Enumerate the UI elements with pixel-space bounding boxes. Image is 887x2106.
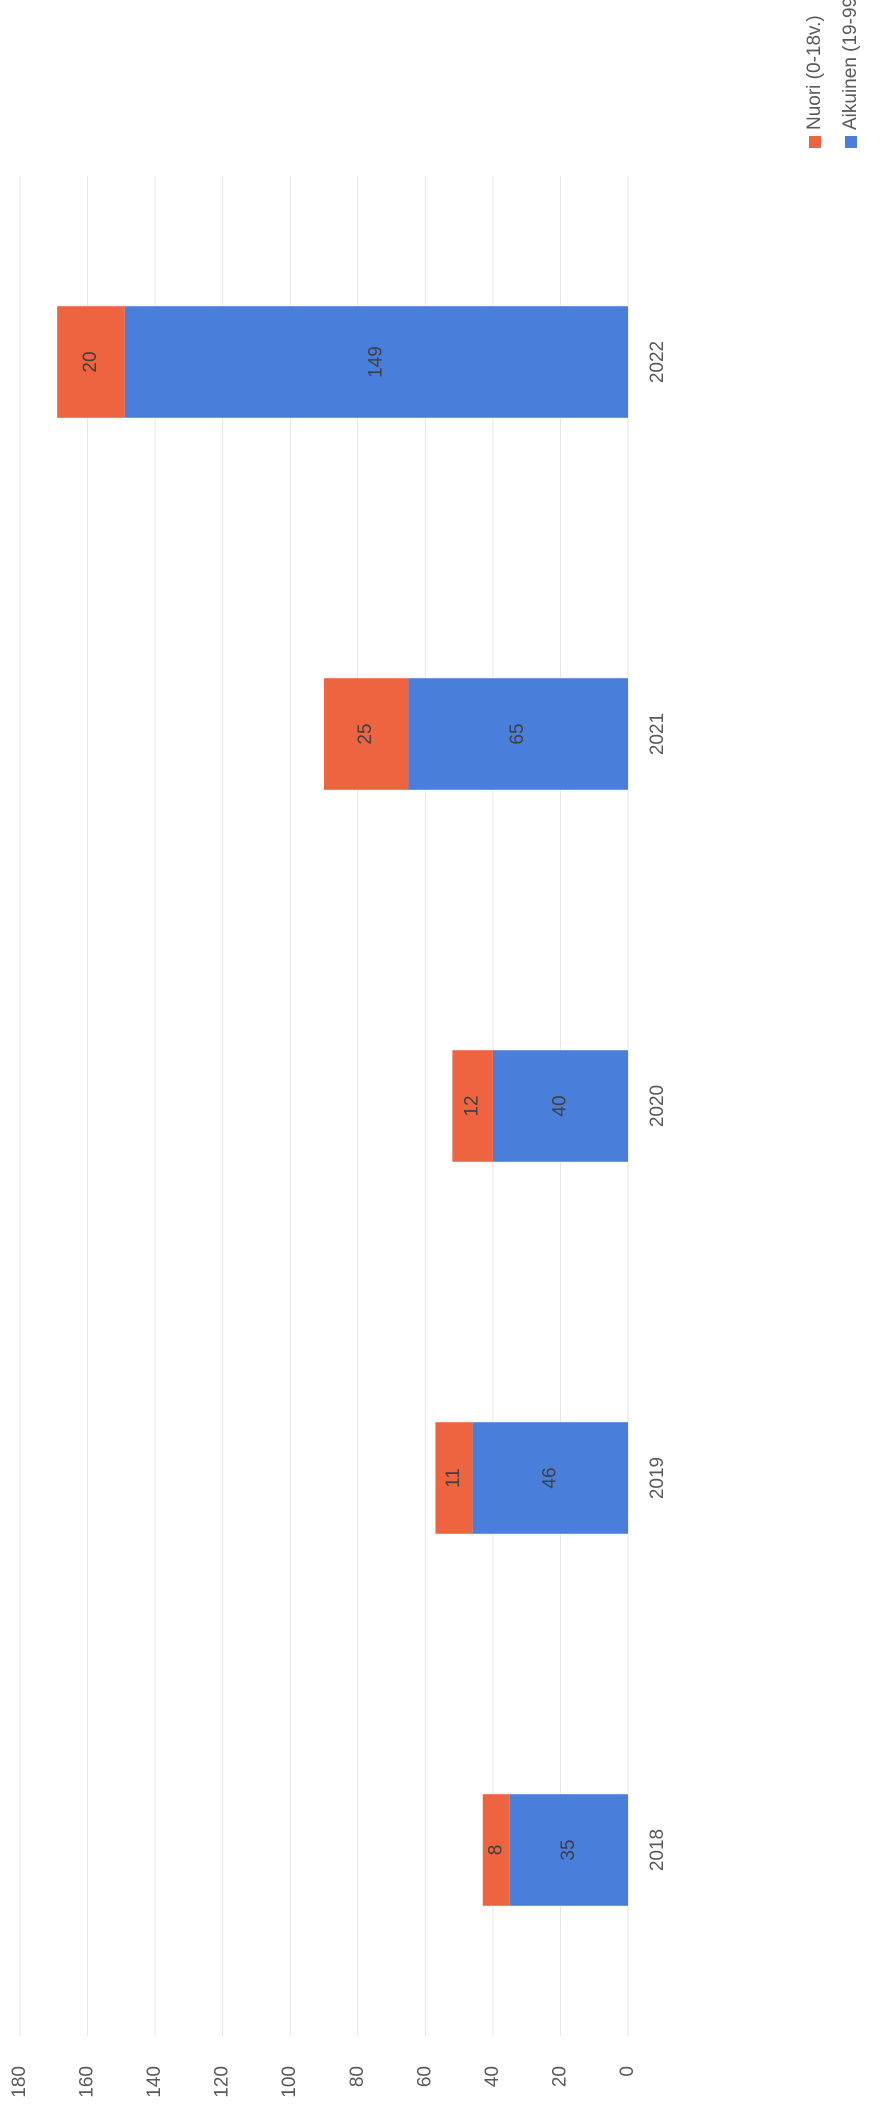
bar-segment — [509, 1794, 628, 1906]
y-tick-label: 40 — [482, 2066, 503, 2087]
bar-segment — [472, 1422, 628, 1534]
legend-label: Nuori (0-18v.) — [804, 15, 825, 130]
y-tick-label: 140 — [144, 2066, 165, 2098]
x-tick-label: 2022 — [647, 341, 668, 383]
data-label: 20 — [80, 351, 101, 372]
y-tick-label: 180 — [9, 2066, 30, 2098]
bar-segment — [435, 1422, 473, 1534]
bar-segment — [408, 678, 629, 790]
data-label: 40 — [549, 1095, 570, 1116]
y-tick-label: 120 — [212, 2066, 233, 2098]
bar-segment — [452, 1050, 493, 1162]
bar-segment — [124, 306, 628, 418]
data-label: 11 — [443, 1468, 464, 1488]
x-tick-label: 2021 — [647, 713, 668, 755]
bar-segment — [324, 678, 409, 790]
legend-swatch — [809, 136, 821, 148]
legend-label: Aikuinen (19-99v.) — [840, 0, 861, 130]
y-tick-label: 80 — [347, 2066, 368, 2087]
bar-segment — [482, 1794, 510, 1906]
data-label: 35 — [558, 1839, 579, 1860]
data-label: 12 — [462, 1095, 483, 1116]
y-tick-label: 60 — [414, 2066, 435, 2087]
data-label: 8 — [485, 1845, 506, 1856]
data-label: 65 — [507, 723, 528, 744]
bar-segment — [492, 1050, 628, 1162]
data-label: 46 — [539, 1467, 560, 1488]
x-tick-label: 2019 — [647, 1457, 668, 1499]
x-tick-label: 2018 — [647, 1829, 668, 1871]
bar-segment — [57, 306, 125, 418]
y-tick-label: 160 — [77, 2066, 98, 2098]
x-tick-label: 2020 — [647, 1085, 668, 1127]
y-tick-label: 100 — [279, 2066, 300, 2098]
rotated-chart: 0 20 40 60 80 100 120 140 160 180 2018 35 8 2019 46 11 2… — [9, 0, 861, 2098]
data-label: 149 — [365, 346, 386, 378]
data-label: 25 — [355, 723, 376, 744]
y-tick-label: 0 — [617, 2066, 638, 2077]
legend-swatch — [845, 136, 857, 148]
y-tick-label: 20 — [549, 2066, 570, 2087]
